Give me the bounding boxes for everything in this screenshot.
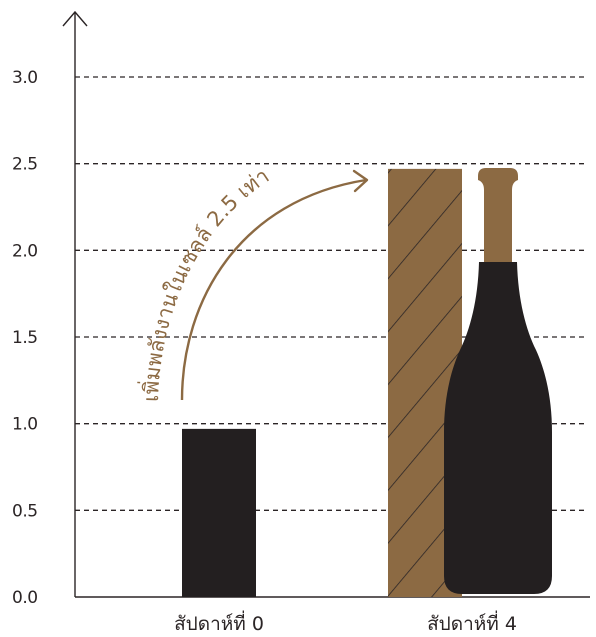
y-tick-label: 2.0 bbox=[12, 241, 38, 261]
bottle-icon bbox=[444, 168, 552, 594]
x-category-label: สัปดาห์ที่ 4 bbox=[427, 610, 517, 635]
y-axis-ticks: 0.0 0.5 1.0 1.5 2.0 2.5 3.0 bbox=[12, 68, 38, 608]
y-tick-label: 3.0 bbox=[12, 68, 38, 88]
y-tick-label: 0.0 bbox=[12, 588, 38, 608]
growth-arc bbox=[180, 178, 367, 401]
bars bbox=[182, 168, 462, 597]
y-tick-label: 1.0 bbox=[12, 415, 38, 435]
y-tick-label: 0.5 bbox=[12, 501, 38, 521]
growth-arrow-icon bbox=[352, 169, 369, 193]
growth-annotation: เพิ่มพลังงานในเซลล์ 2.5 เท่า bbox=[136, 164, 369, 403]
x-axis-categories: สัปดาห์ที่ 0 สัปดาห์ที่ 4 bbox=[174, 610, 517, 635]
y-tick-label: 2.5 bbox=[12, 155, 38, 175]
y-tick-label: 1.5 bbox=[12, 328, 38, 348]
growth-annotation-label: เพิ่มพลังงานในเซลล์ 2.5 เท่า bbox=[136, 164, 273, 403]
bottle-body bbox=[444, 262, 552, 594]
bottle-neck bbox=[478, 168, 518, 262]
bar-0 bbox=[182, 428, 256, 597]
y-axis-arrow-icon bbox=[62, 10, 88, 27]
x-category-label: สัปดาห์ที่ 0 bbox=[174, 610, 264, 635]
